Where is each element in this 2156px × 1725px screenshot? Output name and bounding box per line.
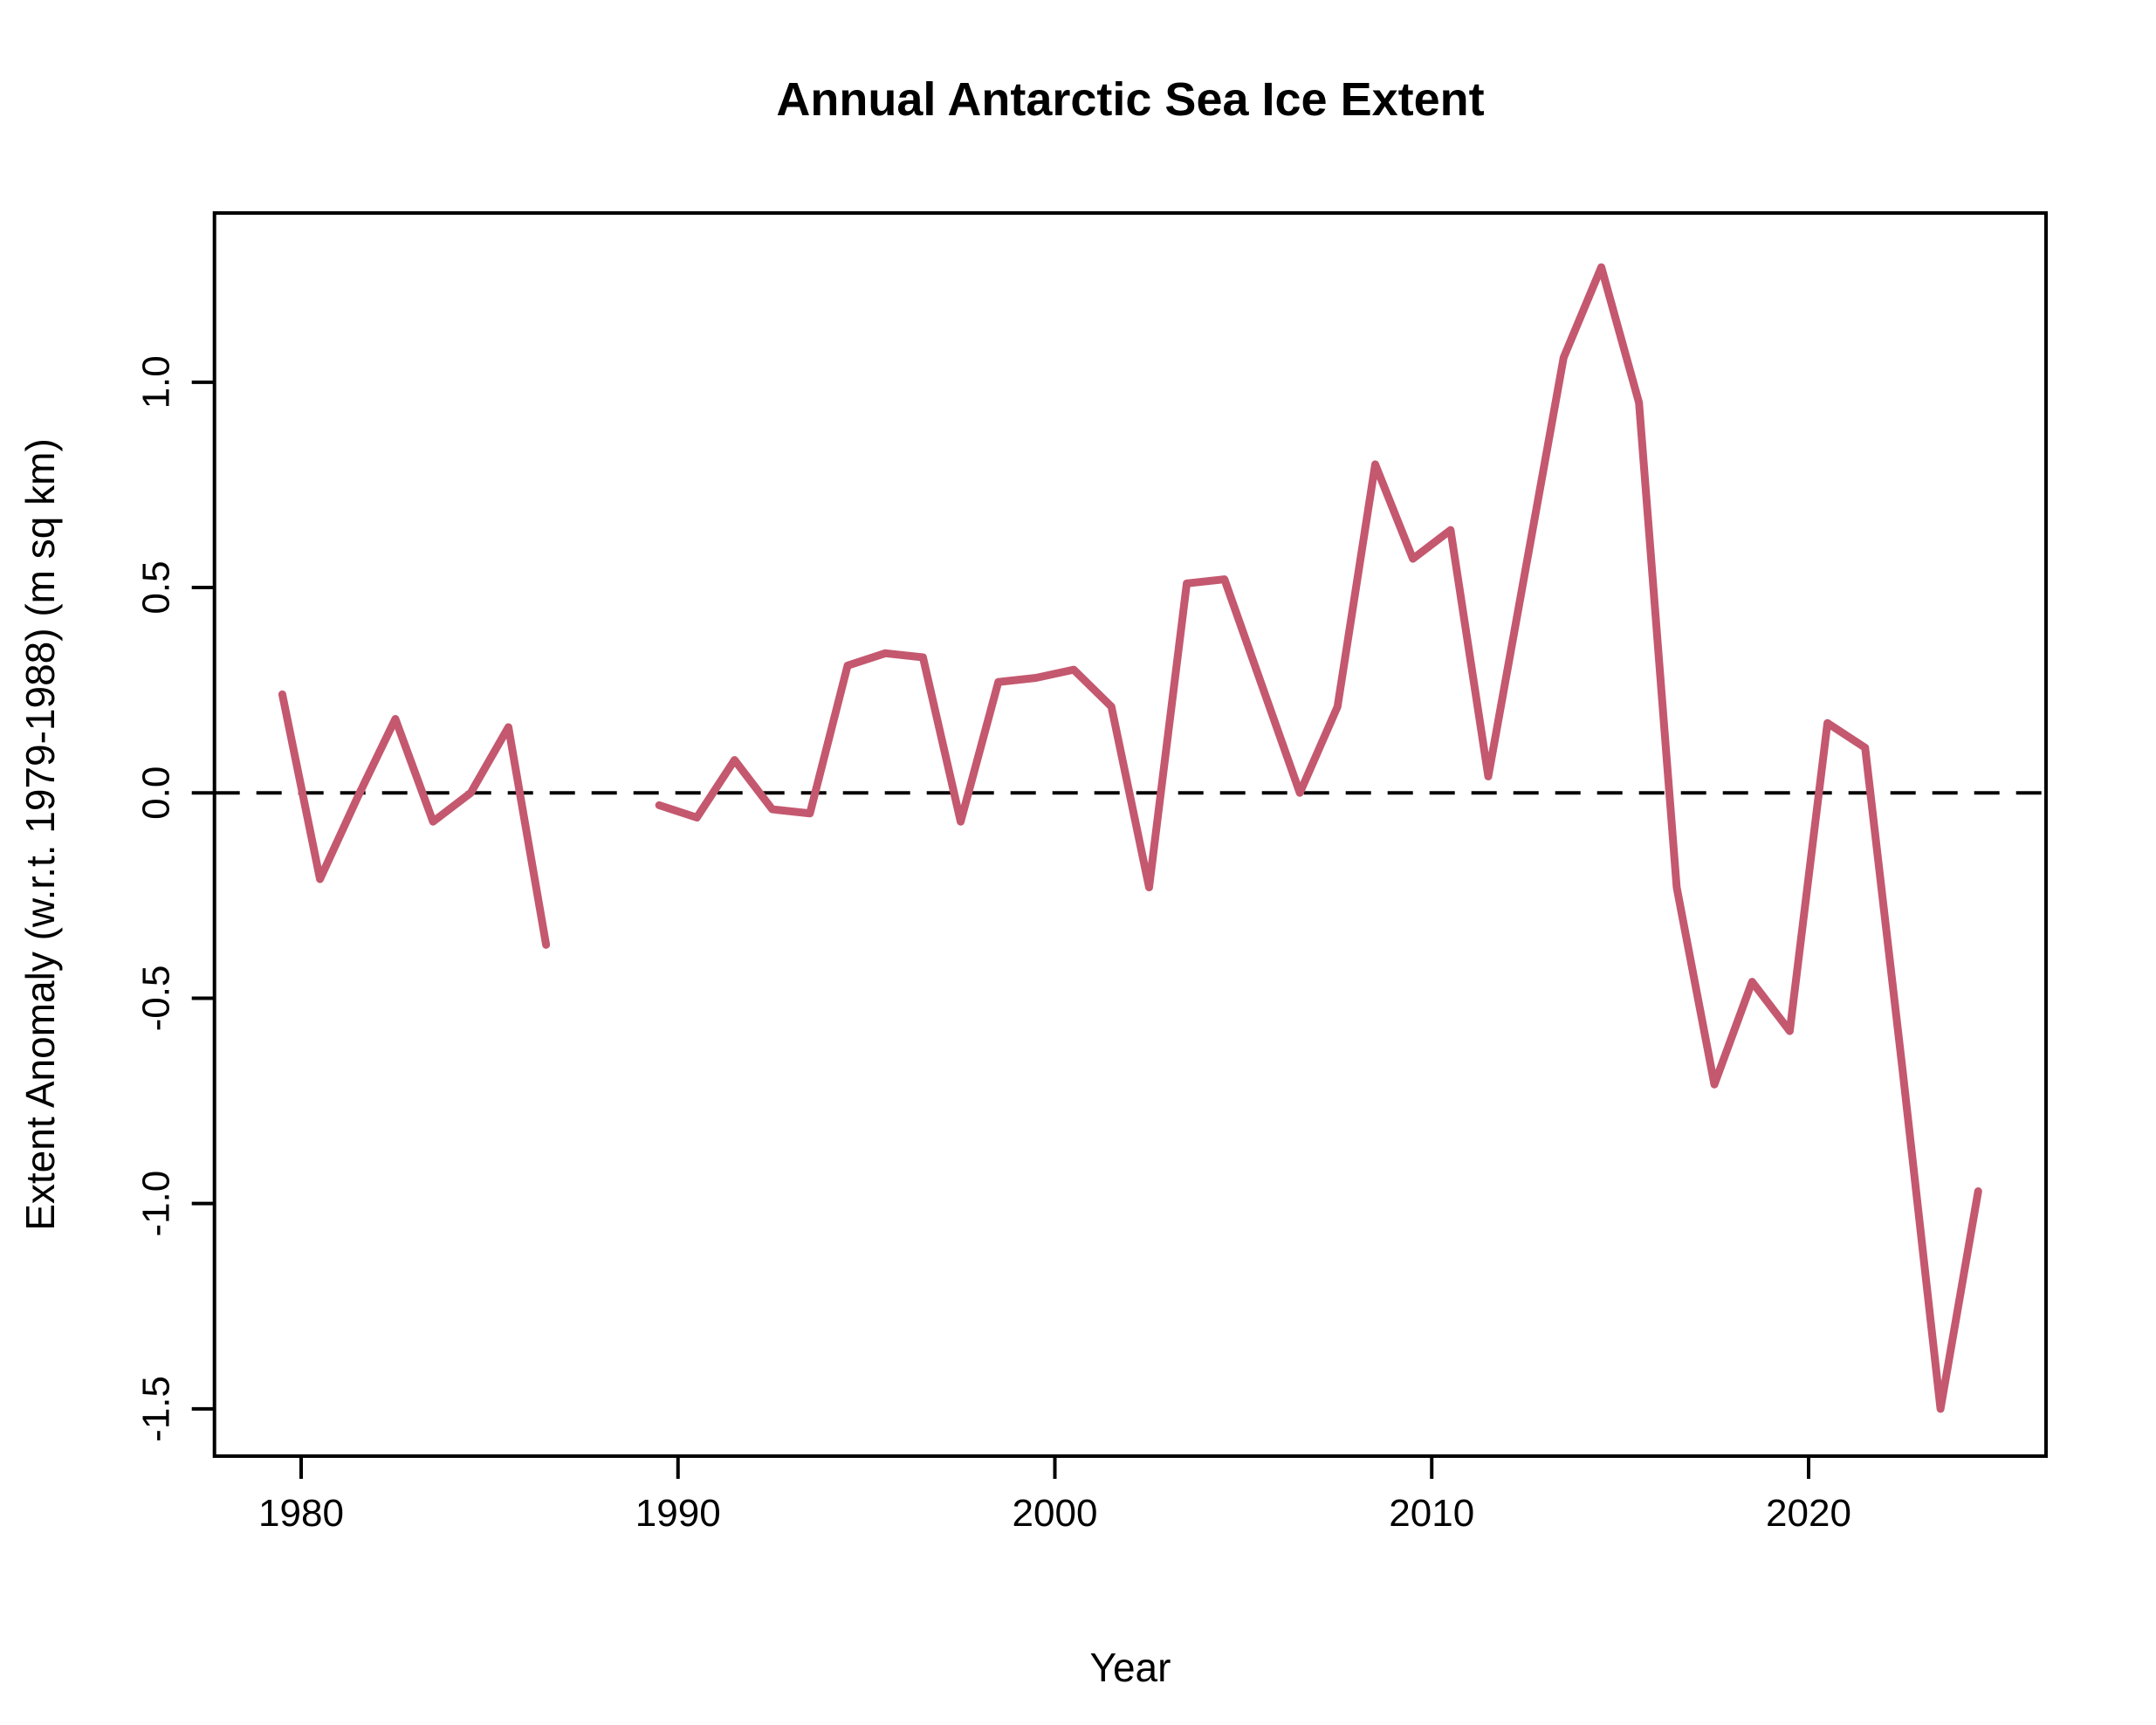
plot-box [212, 211, 2049, 1458]
sea-ice-anomaly-line-segment [655, 263, 1982, 1413]
y-axis-label: Extent Anomaly (w.r.t. 1979-1988) (m sq … [17, 438, 63, 1231]
sea-ice-anomaly-line-segment [278, 690, 551, 949]
y-tick-label: -1.5 [135, 1376, 178, 1442]
x-tick-label: 2010 [1389, 1492, 1474, 1535]
y-tick-label: 0.0 [135, 766, 178, 820]
chart-title: Annual Antarctic Sea Ice Extent [776, 73, 1484, 126]
y-tick-label: -1.0 [135, 1171, 178, 1237]
y-tick-label: 0.5 [135, 560, 178, 614]
x-tick-label: 1980 [258, 1492, 344, 1535]
y-tick-label: 1.0 [135, 355, 178, 409]
x-tick-label: 2000 [1013, 1492, 1098, 1535]
y-tick-label: -0.5 [135, 966, 178, 1032]
data-series [278, 263, 1982, 1413]
x-tick-label: 2020 [1766, 1492, 1851, 1535]
x-tick-label: 1990 [635, 1492, 721, 1535]
x-axis-ticks: 1980 1990 2000 2010 2020 [258, 1456, 1851, 1535]
x-axis-label: Year [1090, 1645, 1171, 1690]
y-axis-ticks: 1.0 0.5 0.0 -0.5 -1.0 -1.5 [135, 355, 215, 1442]
